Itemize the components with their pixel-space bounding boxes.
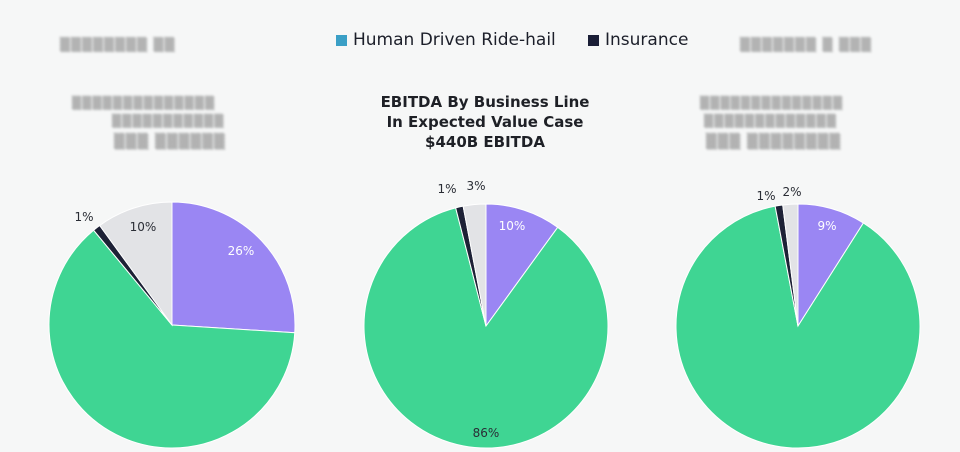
pie-2-label-3: 1% <box>437 182 456 196</box>
chart-title-line-2: In Expected Value Case <box>386 113 584 131</box>
pie-chart-1: 26% 1% 10% <box>48 201 296 449</box>
blurred-title-left-2: ▒▒▒▒▒▒▒▒▒▒▒ <box>112 114 225 128</box>
blurred-title-right-2: ▒▒▒▒▒▒▒▒▒▒▒▒▒ <box>704 114 837 128</box>
pie-2-slice-1 <box>485 203 559 328</box>
pie-1-slice-4 <box>99 201 173 327</box>
pie-2-label-2: 86% <box>473 426 500 440</box>
chart-title-line-3: $440B EBITDA <box>425 133 545 151</box>
legend: Human Driven Ride-hail Insurance <box>0 30 960 56</box>
pie-1-slice-2 <box>48 229 296 449</box>
blurred-legend-left: ▒▒▒▒▒▒▒▒ ▒▒ <box>60 38 176 53</box>
pie-3-label-3: 1% <box>756 189 775 203</box>
pie-1-label-3: 1% <box>74 210 93 224</box>
pie-chart-3: 9% 1% 2% <box>675 185 921 449</box>
legend-item-insurance: Insurance <box>588 30 688 50</box>
blurred-title-right: ▒▒▒▒▒▒▒▒▒▒▒▒▒▒ <box>700 96 844 110</box>
pie-1-label-4: 10% <box>130 220 157 234</box>
pie-3-slice-4 <box>782 203 799 327</box>
blurred-title-left: ▒▒▒▒▒▒▒▒▒▒▒▒▒▒ <box>72 96 216 110</box>
legend-label-ride-hail: Human Driven Ride-hail <box>353 30 556 50</box>
pie-2-slice-2 <box>363 207 609 449</box>
pie-1-slice-1 <box>171 201 296 334</box>
blurred-legend-right: ▒▒▒▒▒▒▒ ▒ ▒▒▒ <box>740 38 873 53</box>
pie-1-label-1: 26% <box>228 244 255 258</box>
legend-swatch-insurance <box>588 34 599 46</box>
pie-3-label-4: 2% <box>782 185 801 199</box>
pie-3-slice-2 <box>675 205 921 449</box>
legend-label-insurance: Insurance <box>605 30 689 50</box>
legend-item-ride-hail: Human Driven Ride-hail <box>336 30 556 50</box>
blurred-title-right-3: ▒▒▒ ▒▒▒▒▒▒▒▒ <box>706 134 842 150</box>
pie-chart-2: 10% 86% 1% 3% <box>363 179 609 449</box>
blurred-title-left-3: ▒▒▒ ▒▒▒▒▒▒ <box>114 134 226 150</box>
legend-swatch-ride-hail <box>336 34 347 46</box>
pie-3-label-1: 9% <box>817 219 836 233</box>
chart-title-line-1: EBITDA By Business Line <box>380 93 590 111</box>
pie-2-slice-4 <box>462 203 487 327</box>
pie-2-label-4: 3% <box>466 179 485 193</box>
chart-title-center: EBITDA By Business Line In Expected Valu… <box>335 92 635 152</box>
pie-2-label-1: 10% <box>499 219 526 233</box>
